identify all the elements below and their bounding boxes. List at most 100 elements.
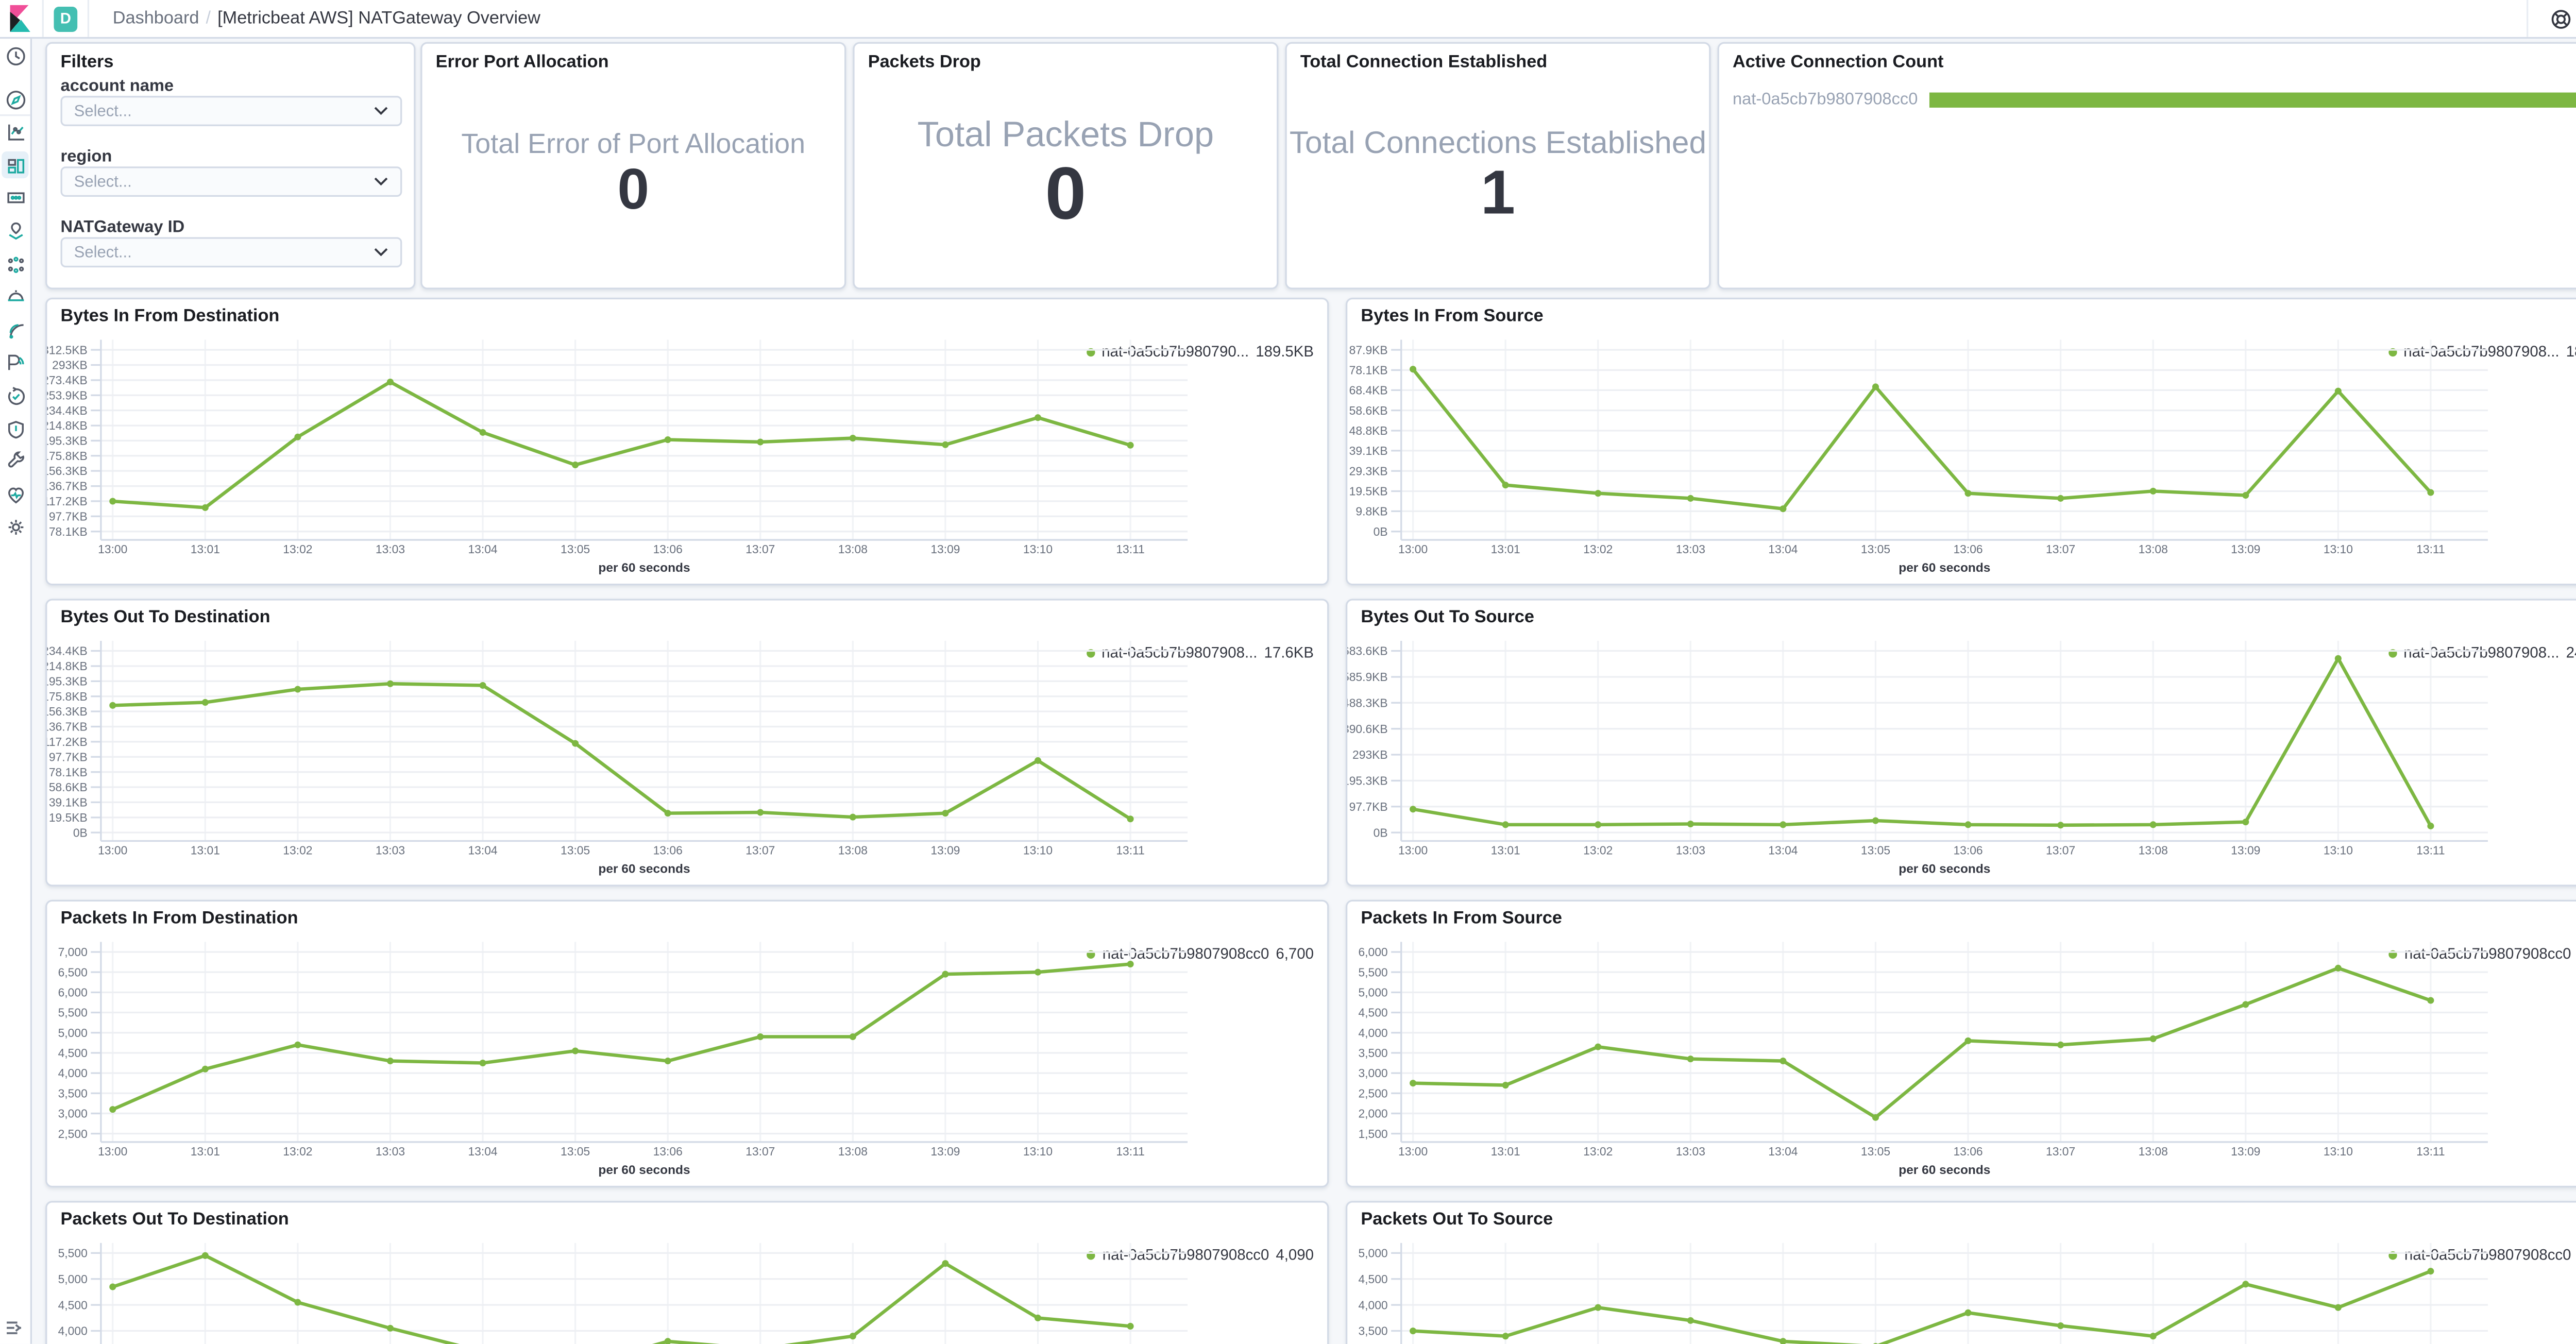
sidebar-item-uptime[interactable] bbox=[2, 382, 28, 409]
svg-text:13:01: 13:01 bbox=[191, 844, 220, 857]
svg-text:117.2KB: 117.2KB bbox=[47, 735, 87, 748]
panel-filters: Filters account name Select... region Se… bbox=[45, 42, 416, 290]
chevron-down-icon bbox=[374, 248, 388, 257]
sidebar-item-visualize[interactable] bbox=[2, 118, 28, 145]
line-chart[interactable]: 1,5002,0002,5003,0003,5004,0004,5005,000… bbox=[1347, 901, 2576, 1189]
svg-text:683.6KB: 683.6KB bbox=[1347, 644, 1387, 658]
chart-panel-bytes-out-to-source: Bytes Out To Source nat-0a5cb7b9807908...… bbox=[1346, 599, 2576, 888]
svg-text:214.8KB: 214.8KB bbox=[47, 659, 87, 673]
svg-text:488.3KB: 488.3KB bbox=[1347, 696, 1387, 709]
sidebar-item-dashboard[interactable] bbox=[2, 151, 29, 179]
sidebar-item-logs[interactable] bbox=[2, 316, 28, 343]
sidebar-item-maps[interactable] bbox=[2, 217, 28, 244]
sidebar-item-stack-monitoring[interactable] bbox=[2, 481, 28, 508]
panel-title: Error Port Allocation bbox=[435, 52, 609, 73]
canvas-icon bbox=[6, 193, 24, 204]
chart-legend[interactable]: nat-0a5cb7b9807908... 24.6KB bbox=[2388, 644, 2576, 661]
svg-text:5,000: 5,000 bbox=[58, 1026, 88, 1040]
svg-text:13:08: 13:08 bbox=[2139, 844, 2168, 857]
sidebar-item-canvas[interactable] bbox=[2, 184, 28, 211]
chart-legend[interactable]: nat-0a5cb7b980790... 189.5KB bbox=[1086, 343, 1314, 360]
chart-title: Packets Out To Destination bbox=[60, 1209, 289, 1230]
svg-text:97.7KB: 97.7KB bbox=[1349, 800, 1388, 813]
sidebar-item-apm[interactable] bbox=[2, 349, 28, 376]
svg-text:390.6KB: 390.6KB bbox=[1347, 722, 1387, 736]
chart-title: Bytes In From Destination bbox=[60, 306, 280, 327]
panel-title: Total Connection Established bbox=[1300, 52, 1548, 73]
svg-text:5,000: 5,000 bbox=[58, 1272, 88, 1286]
svg-text:13:03: 13:03 bbox=[376, 542, 405, 556]
svg-text:585.9KB: 585.9KB bbox=[1347, 670, 1387, 684]
svg-text:13:02: 13:02 bbox=[283, 542, 312, 556]
svg-text:58.6KB: 58.6KB bbox=[1349, 404, 1388, 417]
chart-legend[interactable]: nat-0a5cb7b9807908... 18.9KB bbox=[2388, 343, 2576, 360]
svg-text:2,500: 2,500 bbox=[58, 1127, 88, 1141]
svg-text:13:09: 13:09 bbox=[2231, 542, 2260, 556]
line-chart[interactable]: 0B 97.7KB 195.3KB 293KB 390.6KB 488.3KB 585.9K… bbox=[1347, 601, 2576, 888]
filter-label-natgateway-id: NATGateway ID bbox=[60, 218, 185, 237]
bar-category-label: nat-0a5cb7b9807908cc0 bbox=[1732, 91, 1918, 110]
region-select[interactable]: Select... bbox=[60, 166, 402, 197]
account-name-select[interactable]: Select... bbox=[60, 96, 402, 126]
sidebar-item-infrastructure[interactable] bbox=[2, 283, 28, 310]
svg-text:13:09: 13:09 bbox=[2231, 1145, 2260, 1158]
panel-error-port-allocation: Error Port Allocation Total Error of Por… bbox=[420, 42, 846, 290]
svg-text:13:02: 13:02 bbox=[283, 1145, 312, 1158]
page-title: [Metricbeat AWS] NATGateway Overview bbox=[217, 8, 540, 29]
svg-text:48.8KB: 48.8KB bbox=[1349, 424, 1388, 437]
svg-text:97.7KB: 97.7KB bbox=[49, 750, 88, 763]
sidebar-item-dev-tools[interactable] bbox=[2, 448, 28, 475]
line-chart[interactable]: 0B 9.8KB 19.5KB 29.3KB 39.1KB 48.8KB 58.6KB 68.… bbox=[1347, 299, 2576, 587]
breadcrumb-dashboard[interactable]: Dashboard bbox=[112, 8, 199, 29]
svg-text:5,500: 5,500 bbox=[1358, 965, 1387, 979]
svg-text:5,000: 5,000 bbox=[1358, 1247, 1387, 1260]
panel-active-connection-count: Active Connection Count nat-0a5cb7b98079… bbox=[1717, 42, 2576, 290]
dashboard-badge[interactable]: D bbox=[54, 6, 78, 31]
header-divider bbox=[2527, 0, 2529, 37]
svg-text:13:05: 13:05 bbox=[561, 542, 590, 556]
horizontal-bar[interactable] bbox=[1929, 92, 2576, 108]
svg-text:per 60 seconds: per 60 seconds bbox=[598, 1163, 690, 1177]
filter-label-region: region bbox=[60, 148, 112, 167]
chart-panel-bytes-out-to-destination: Bytes Out To Destination nat-0a5cb7b98079… bbox=[45, 599, 1330, 888]
natgateway-id-select[interactable]: Select... bbox=[60, 237, 402, 268]
sidebar-item-machine-learning[interactable] bbox=[2, 250, 28, 277]
chart-panel-packets-out-to-source: Packets Out To Source nat-0a5cb7b9807908c… bbox=[1346, 1201, 2576, 1344]
line-chart[interactable]: 0B19.5KB39.1KB58.6KB78.1KB97.7KB117.2KB1… bbox=[47, 601, 1330, 888]
sidebar-item-recently-viewed[interactable] bbox=[2, 42, 28, 69]
maps-icon bbox=[8, 222, 22, 240]
svg-text:6,500: 6,500 bbox=[58, 965, 88, 979]
svg-text:3,000: 3,000 bbox=[1358, 1066, 1387, 1080]
sidebar-item-management[interactable] bbox=[2, 514, 28, 541]
collapse-menu-icon[interactable] bbox=[5, 1320, 24, 1335]
svg-text:78.1KB: 78.1KB bbox=[49, 765, 88, 779]
metric-subtitle: Total Packets Drop bbox=[917, 116, 1214, 156]
svg-text:273.4KB: 273.4KB bbox=[47, 373, 87, 387]
metric-value: 1 bbox=[1480, 157, 1516, 227]
line-chart[interactable]: 1,5002,0002,5003,0003,5004,0004,5005,000… bbox=[1347, 1202, 2576, 1344]
sidebar-item-discover[interactable] bbox=[2, 86, 28, 113]
select-placeholder: Select... bbox=[74, 101, 132, 121]
svg-text:13:10: 13:10 bbox=[2324, 542, 2353, 556]
line-chart[interactable]: 2,500 3,000 3,500 4,000 4,500 5,000 5,500 6,000… bbox=[47, 901, 1330, 1189]
svg-text:13:00: 13:00 bbox=[98, 542, 127, 556]
svg-text:13:04: 13:04 bbox=[468, 542, 497, 556]
svg-text:13:06: 13:06 bbox=[653, 844, 683, 857]
dashboard-icon bbox=[7, 158, 24, 173]
svg-text:13:08: 13:08 bbox=[2139, 542, 2168, 556]
help-icon[interactable] bbox=[2550, 8, 2572, 29]
sidebar-item-siem[interactable] bbox=[2, 415, 28, 442]
metric-value: 0 bbox=[617, 158, 650, 223]
legend-series-name: nat-0a5cb7b9807908... bbox=[2403, 644, 2560, 661]
svg-text:1,500: 1,500 bbox=[1358, 1127, 1387, 1141]
svg-text:39.1KB: 39.1KB bbox=[49, 796, 88, 809]
svg-text:13:06: 13:06 bbox=[653, 1145, 683, 1158]
kibana-logo-icon[interactable] bbox=[8, 5, 32, 32]
svg-text:117.2KB: 117.2KB bbox=[47, 495, 87, 508]
line-chart[interactable]: 2,0002,5003,0003,5004,0004,5005,0005,500… bbox=[47, 1202, 1330, 1344]
svg-text:3,500: 3,500 bbox=[58, 1086, 88, 1100]
chart-legend[interactable]: nat-0a5cb7b9807908... 17.6KB bbox=[1086, 644, 1314, 661]
